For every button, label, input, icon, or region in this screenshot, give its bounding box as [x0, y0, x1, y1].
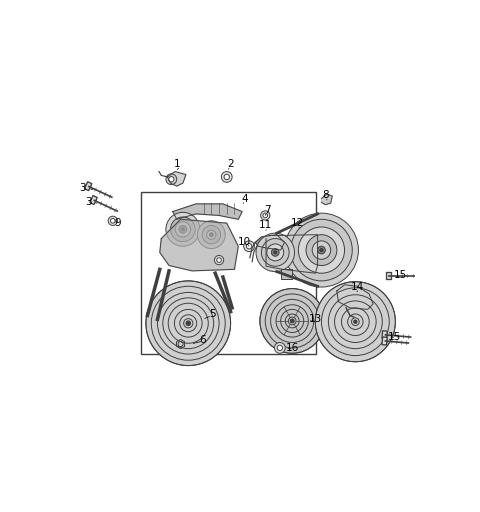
Text: 4: 4 [241, 194, 248, 203]
Text: 8: 8 [322, 189, 329, 200]
Circle shape [215, 255, 224, 265]
Circle shape [275, 343, 285, 353]
Text: 15: 15 [388, 332, 401, 342]
Text: 3: 3 [80, 183, 86, 194]
Circle shape [175, 222, 191, 237]
Polygon shape [322, 194, 332, 205]
Polygon shape [386, 272, 391, 280]
Circle shape [262, 239, 289, 266]
Circle shape [166, 174, 177, 185]
Polygon shape [84, 182, 92, 190]
Circle shape [168, 177, 174, 182]
Circle shape [261, 211, 270, 220]
Circle shape [224, 174, 229, 180]
Circle shape [263, 213, 267, 218]
Circle shape [318, 246, 325, 254]
Circle shape [197, 221, 225, 248]
Text: 6: 6 [199, 335, 205, 345]
Circle shape [170, 217, 195, 242]
Circle shape [291, 219, 352, 281]
Bar [281, 269, 292, 279]
Circle shape [274, 251, 277, 254]
Circle shape [221, 172, 232, 182]
Circle shape [246, 244, 252, 249]
Circle shape [260, 289, 324, 353]
Bar [141, 193, 316, 354]
Circle shape [217, 258, 221, 263]
Circle shape [181, 228, 184, 231]
Text: 14: 14 [351, 282, 364, 292]
Text: 9: 9 [114, 218, 121, 228]
Circle shape [277, 345, 283, 351]
Polygon shape [168, 172, 186, 186]
Circle shape [146, 281, 230, 366]
Polygon shape [382, 337, 387, 345]
Circle shape [291, 319, 294, 323]
Polygon shape [337, 285, 373, 309]
Circle shape [267, 244, 284, 261]
Polygon shape [255, 234, 285, 250]
Circle shape [271, 248, 279, 256]
Circle shape [166, 212, 200, 246]
Circle shape [209, 233, 213, 237]
Circle shape [110, 219, 115, 223]
Text: 12: 12 [291, 218, 304, 228]
Text: 11: 11 [259, 221, 272, 230]
Circle shape [354, 320, 357, 323]
Text: 2: 2 [228, 159, 234, 169]
Circle shape [207, 230, 216, 239]
Circle shape [312, 241, 331, 260]
Text: 10: 10 [238, 238, 251, 247]
Polygon shape [90, 196, 97, 204]
Circle shape [179, 225, 187, 233]
Polygon shape [160, 219, 238, 271]
Text: 7: 7 [264, 205, 271, 215]
Polygon shape [173, 204, 242, 219]
Circle shape [186, 322, 190, 325]
Text: 15: 15 [394, 270, 407, 281]
Circle shape [320, 248, 323, 251]
Text: 13: 13 [309, 314, 322, 325]
Text: 16: 16 [286, 343, 299, 353]
Circle shape [108, 216, 118, 225]
Text: 1: 1 [173, 159, 180, 169]
Circle shape [315, 282, 396, 362]
Circle shape [256, 233, 295, 272]
Polygon shape [382, 331, 387, 339]
Circle shape [244, 241, 254, 251]
Circle shape [202, 225, 221, 244]
Text: 5: 5 [209, 309, 216, 319]
Circle shape [299, 227, 345, 273]
Circle shape [306, 234, 337, 266]
Circle shape [285, 213, 359, 287]
Text: 3: 3 [85, 197, 92, 207]
